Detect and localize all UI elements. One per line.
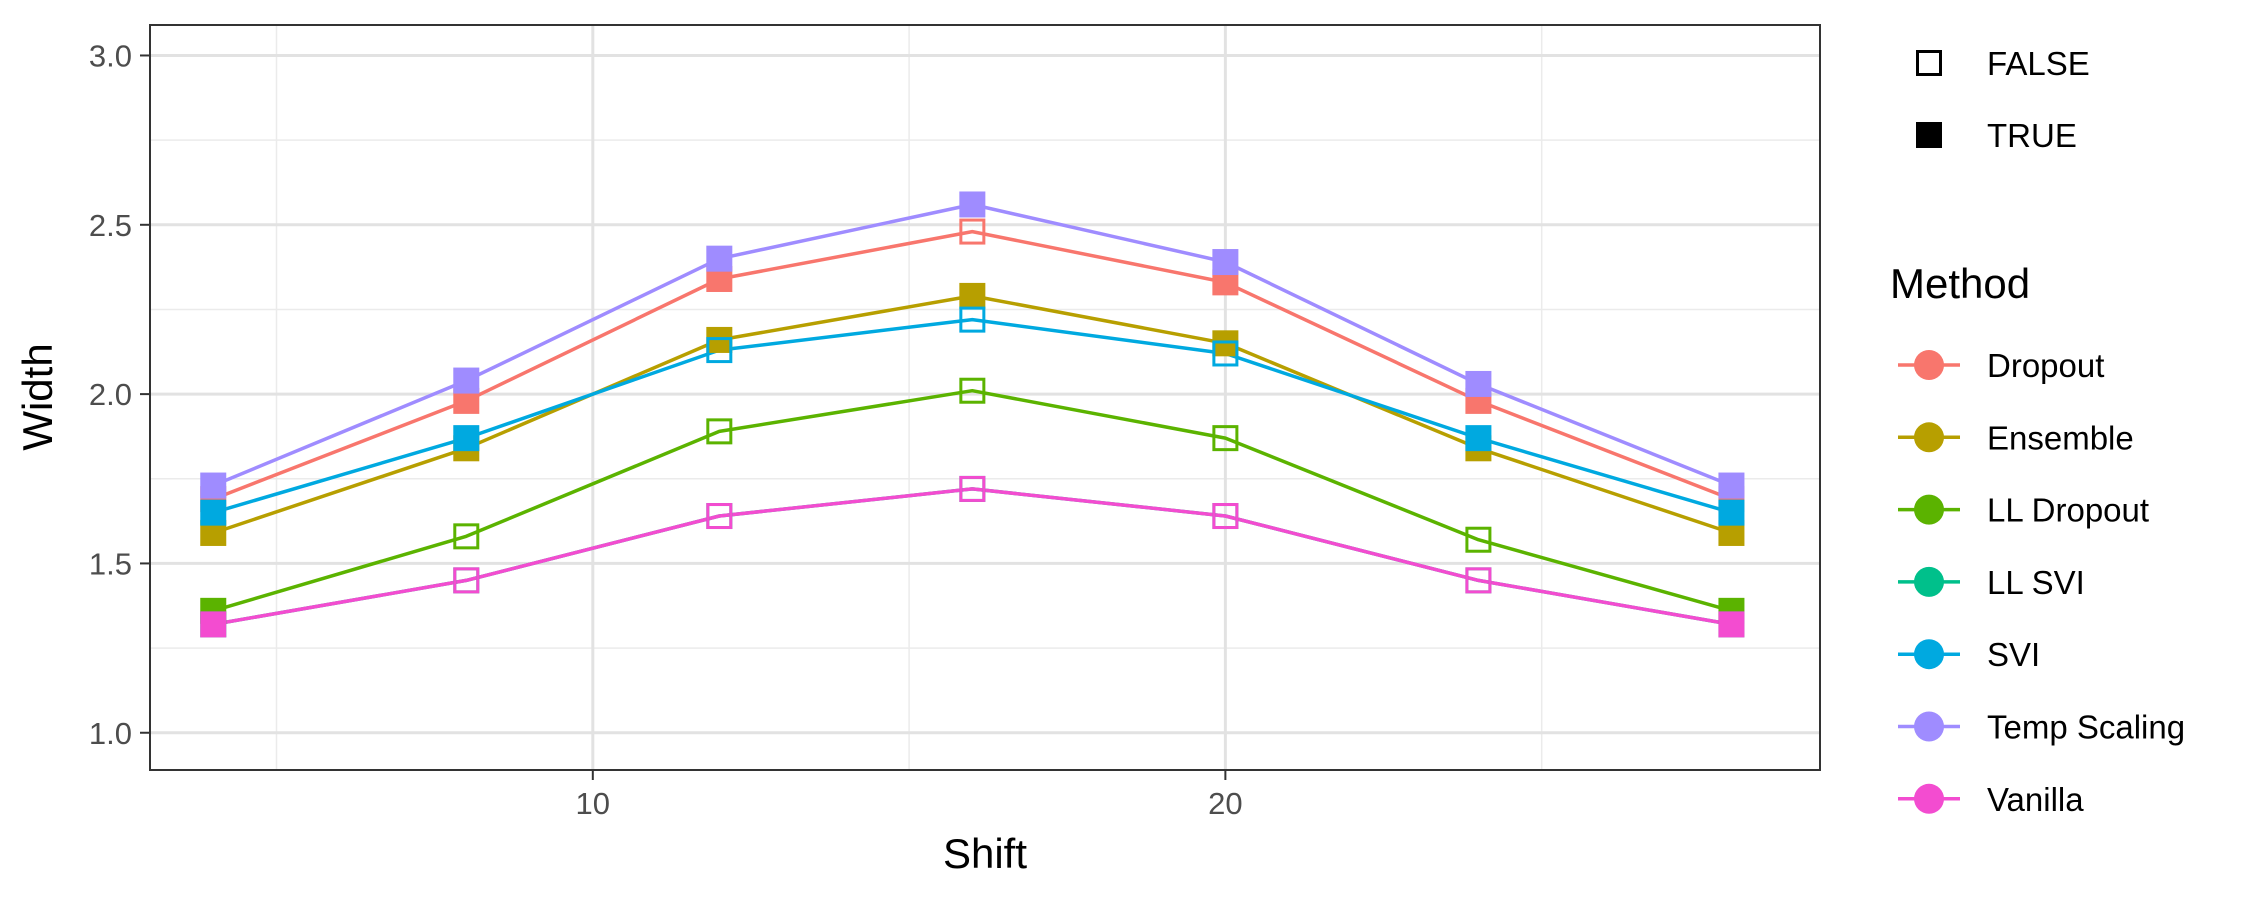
data-point-svi: [959, 306, 986, 333]
data-point-ll-dropout: [1212, 425, 1239, 452]
data-point-temp-scaling: [453, 367, 480, 394]
data-point-temp-scaling: [1465, 370, 1492, 397]
legend-shape: FALSE TRUE: [1916, 45, 2090, 154]
data-point-temp-scaling: [200, 472, 227, 499]
data-point-vanilla: [706, 503, 733, 530]
data-point-vanilla: [453, 567, 480, 594]
series-line-ll-dropout: [212, 388, 1732, 613]
data-point-svi: [1212, 340, 1239, 367]
data-point-dropout: [959, 218, 986, 245]
data-point-vanilla: [200, 611, 227, 638]
legend-dot-ll-svi: [1914, 566, 1944, 597]
tick-labels: 10 20 1.0 1.5 2.0 2.5 3.0: [89, 38, 1243, 821]
data-point-temp-scaling: [1718, 472, 1745, 499]
data-point-ll-dropout: [453, 523, 480, 550]
legend-label-ll-dropout: LL Dropout: [1987, 492, 2149, 529]
data-point-ll-dropout: [706, 418, 733, 445]
data-point-temp-scaling: [959, 191, 986, 218]
x-axis-title: Shift: [943, 830, 1027, 877]
data-point-vanilla: [1465, 567, 1492, 594]
x-tick-label: 10: [576, 786, 610, 821]
series-points: [200, 191, 1745, 638]
data-point-temp-scaling: [1212, 249, 1239, 276]
y-tick-label: 3.0: [89, 38, 132, 73]
legend-label-ensemble: Ensemble: [1987, 419, 2134, 456]
legend-label-dropout: Dropout: [1987, 347, 2104, 384]
series-line-vanilla: [213, 487, 1732, 627]
y-tick-label: 2.0: [89, 377, 132, 412]
data-point-vanilla: [1718, 611, 1745, 638]
legend-shape-swatch: [1916, 122, 1942, 148]
y-tick-label: 2.5: [89, 208, 132, 243]
grid-major: [150, 25, 1820, 770]
legend-dot-ll-dropout: [1914, 494, 1944, 525]
data-point-ll-dropout: [1465, 526, 1492, 553]
legend-label-svi: SVI: [1987, 636, 2040, 673]
legend-shape-label: TRUE: [1987, 117, 2077, 154]
legend-label-ll-svi: LL SVI: [1987, 564, 2085, 601]
panel-border: [149, 24, 1821, 771]
y-tick-label: 1.5: [89, 546, 132, 581]
data-point-ensemble: [959, 282, 986, 309]
data-point-vanilla: [959, 475, 986, 502]
data-point-vanilla: [1212, 503, 1239, 530]
legend-shape-swatch: [1916, 50, 1942, 76]
data-point-temp-scaling: [706, 245, 733, 272]
data-point-svi: [706, 337, 733, 364]
y-axis-title: Width: [14, 343, 61, 450]
legend-dot-svi: [1914, 639, 1944, 670]
data-point-svi: [453, 425, 480, 452]
legend-method-title: Method: [1890, 260, 2030, 307]
legend-dot-vanilla: [1914, 783, 1944, 814]
axis-ticks: [140, 54, 1227, 780]
y-tick-label: 1.0: [89, 716, 132, 751]
legend-label-vanilla: Vanilla: [1987, 781, 2084, 818]
data-point-svi: [200, 499, 227, 526]
legend-dot-temp-scaling: [1914, 711, 1944, 742]
legend-method: Method Dropout Ensemble LL Dropout LL SVI SV…: [1890, 260, 2185, 818]
legend-label-temp-scaling: Temp Scaling: [1987, 709, 2185, 746]
legend-dot-dropout: [1914, 350, 1944, 380]
legend-dot-ensemble: [1914, 422, 1944, 453]
data-point-svi: [1718, 499, 1745, 526]
x-tick-label: 20: [1208, 786, 1242, 821]
legend-shape-label: FALSE: [1987, 45, 2090, 82]
data-point-ll-dropout: [959, 377, 986, 404]
data-point-svi: [1465, 425, 1492, 452]
